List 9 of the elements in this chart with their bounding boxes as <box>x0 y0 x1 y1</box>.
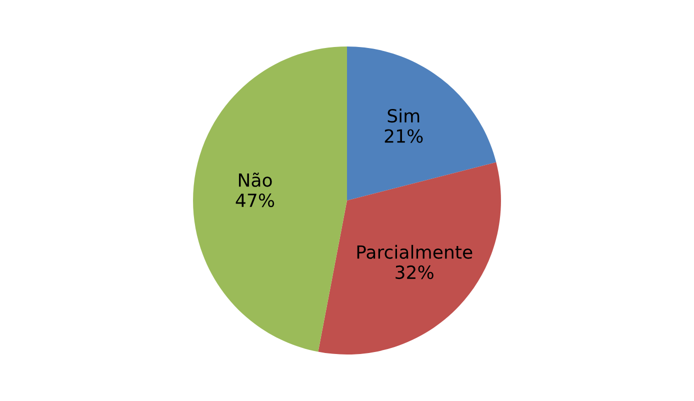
data-label: 21% <box>384 129 423 143</box>
data-label: 32% <box>396 265 434 280</box>
pie-slice <box>193 46 347 352</box>
pie-slice <box>318 162 501 354</box>
slice-label: Sim <box>388 108 420 123</box>
data-label: 47% <box>236 193 274 208</box>
slice-label: Parcialmente <box>357 244 472 259</box>
slice-label: Não <box>238 172 272 187</box>
pie-slice <box>347 46 496 200</box>
